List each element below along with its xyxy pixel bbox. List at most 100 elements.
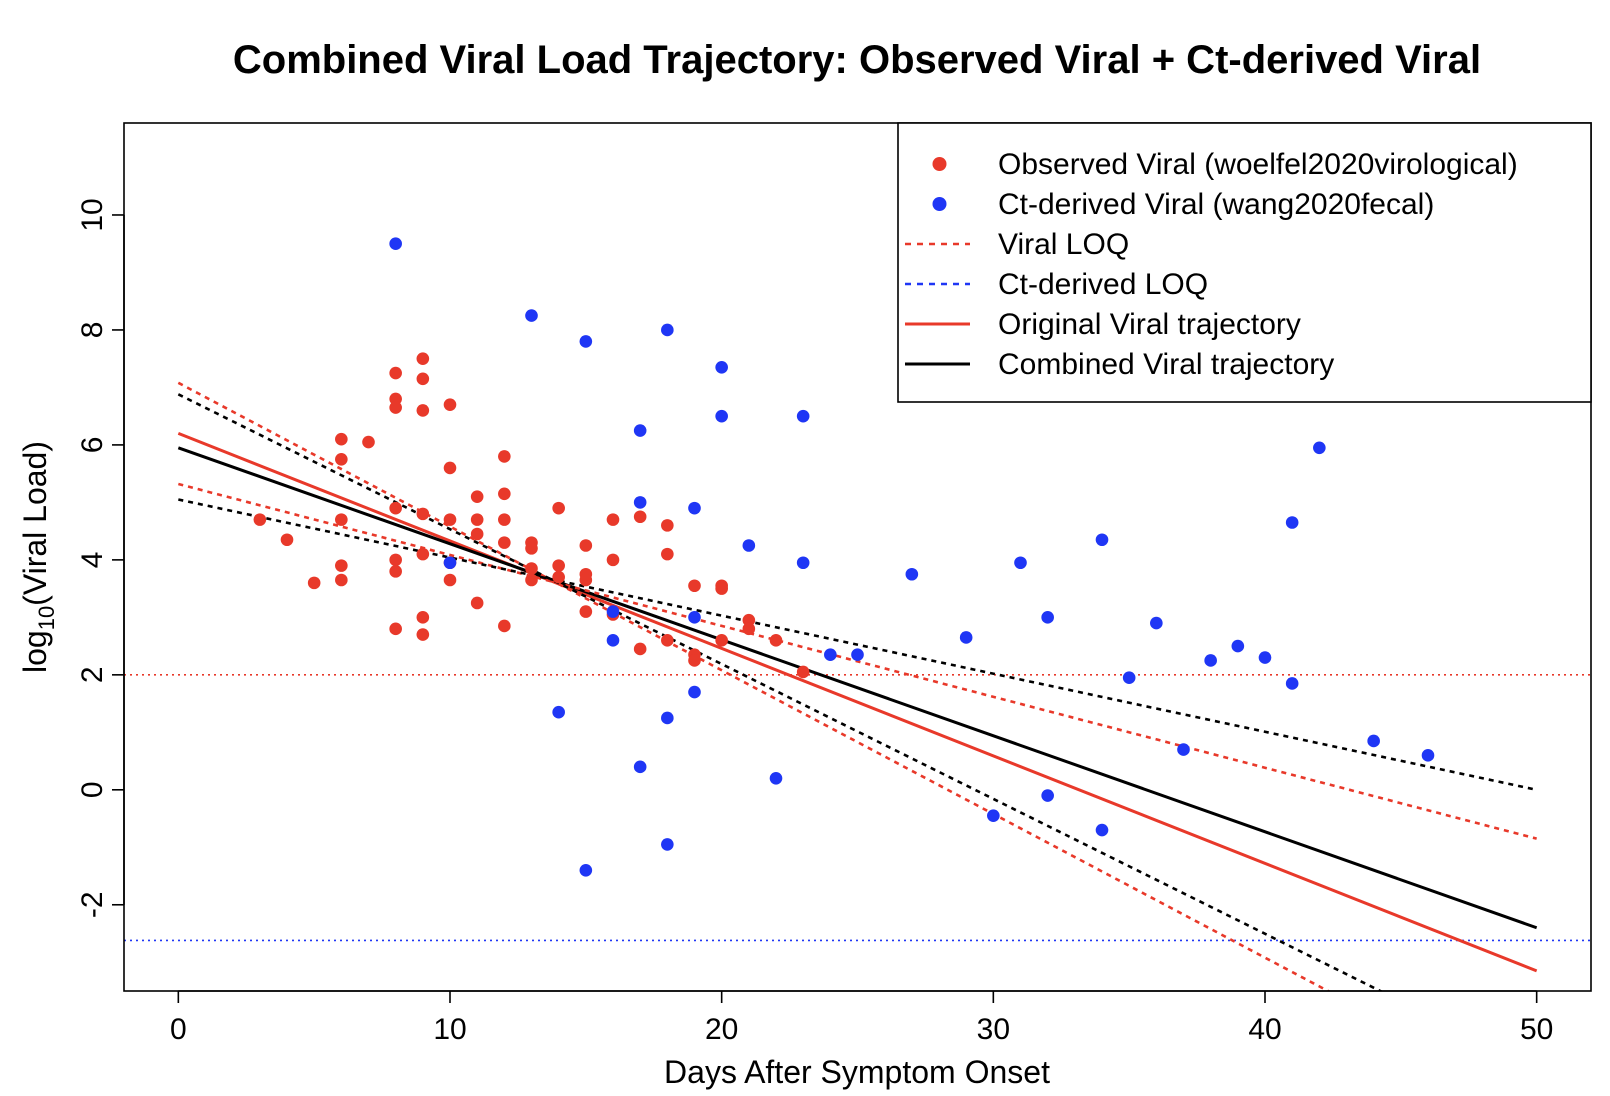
- observed-viral-point: [633, 642, 647, 656]
- observed-viral-point: [552, 570, 565, 584]
- observed-viral-point: [443, 573, 457, 587]
- legend-marker: [932, 157, 947, 171]
- confidence-band-line-2: [177, 381, 1331, 991]
- original-viral-trajectory-line: [177, 432, 1538, 973]
- ct-derived-viral-point: [905, 567, 919, 581]
- legend-item-observed-viral-woelfel2020virological: Observed Viral (woelfel2020virological): [932, 148, 1518, 181]
- observed-viral-point: [579, 573, 593, 587]
- observed-viral-point: [742, 622, 756, 636]
- observed-viral-point: [443, 461, 457, 475]
- legend-item-ct-derived-loq: Ct-derived LOQ: [905, 268, 1208, 301]
- ct-derived-viral-point: [688, 685, 701, 699]
- observed-viral-point: [498, 619, 511, 633]
- ct-derived-viral-point: [525, 309, 538, 322]
- ct-derived-viral-point: [1177, 743, 1190, 756]
- y-axis: -2 0 2 4 6 8 10: [76, 198, 125, 918]
- observed-viral-point: [280, 533, 294, 547]
- ct-derived-viral-point: [1041, 789, 1054, 802]
- ct-derived-viral-point: [443, 556, 457, 570]
- y-axis-label: log10(Viral Load): [17, 441, 59, 673]
- ct-derived-viral-point: [1204, 654, 1217, 667]
- observed-viral-point: [661, 547, 674, 561]
- ct-derived-viral-point: [1313, 441, 1326, 455]
- x-tick-label: 10: [433, 1013, 466, 1046]
- observed-viral-point: [525, 562, 538, 575]
- ct-derived-viral-point: [661, 711, 674, 725]
- points-layer: [253, 237, 1435, 877]
- ct-derived-viral-point: [1285, 516, 1299, 529]
- ct-derived-viral-point: [579, 335, 593, 348]
- observed-viral-point: [661, 519, 674, 532]
- ct-derived-viral-point: [688, 611, 701, 624]
- ct-derived-viral-point: [1122, 671, 1136, 685]
- observed-viral-point: [498, 513, 511, 526]
- ct-derived-viral-point: [633, 760, 647, 774]
- observed-viral-point: [769, 634, 783, 647]
- observed-viral-point: [579, 539, 593, 552]
- x-tick-label: 30: [977, 1013, 1010, 1046]
- y-tick-label: 6: [76, 437, 109, 454]
- confidence-band-line-4: [177, 393, 1384, 991]
- x-tick-label: 50: [1520, 1013, 1553, 1046]
- plot-area: [124, 381, 1591, 991]
- observed-viral-point: [498, 450, 511, 463]
- observed-viral-point: [389, 622, 402, 636]
- observed-viral-point: [606, 513, 620, 526]
- observed-viral-point: [742, 613, 756, 627]
- observed-viral-point: [715, 582, 728, 595]
- ct-derived-viral-point: [1095, 823, 1109, 837]
- legend-label: Observed Viral (woelfel2020virological): [998, 148, 1518, 181]
- observed-viral-point: [579, 605, 593, 618]
- ct-derived-viral-point: [606, 605, 620, 618]
- ct-derived-viral-point: [1150, 616, 1163, 630]
- observed-viral-point: [606, 553, 620, 567]
- y-tick-label: 0: [76, 781, 109, 798]
- legend-item-combined-viral-trajectory: Combined Viral trajectory: [905, 348, 1334, 381]
- legend-label: Original Viral trajectory: [998, 308, 1301, 341]
- observed-viral-point: [335, 432, 348, 446]
- ct-derived-viral-point: [579, 863, 593, 877]
- observed-viral-point: [416, 352, 430, 365]
- observed-viral-point: [362, 435, 375, 449]
- legend-label: Viral LOQ: [998, 228, 1129, 261]
- ct-derived-viral-point: [1285, 677, 1299, 690]
- confidence-band-line-1: [178, 482, 1537, 840]
- ct-derived-viral-point: [824, 648, 837, 662]
- observed-viral-point: [633, 510, 647, 524]
- observed-viral-point: [525, 542, 538, 555]
- observed-viral-point: [470, 596, 484, 610]
- ct-derived-viral-point: [959, 631, 973, 644]
- observed-viral-point: [253, 513, 267, 526]
- observed-viral-point: [416, 372, 430, 386]
- ct-derived-viral-point: [796, 409, 810, 423]
- ct-derived-viral-point: [633, 496, 647, 509]
- observed-viral-point: [715, 634, 728, 647]
- ct-derived-viral-point: [1421, 749, 1435, 762]
- legend-item-ct-derived-viral-wang2020fecal: Ct-derived Viral (wang2020fecal): [932, 188, 1434, 221]
- x-axis: 0 10 20 30 40 50: [170, 990, 1553, 1046]
- ct-derived-viral-point: [661, 323, 674, 337]
- observed-viral-point: [335, 452, 348, 466]
- observed-viral-point: [335, 559, 348, 572]
- ct-derived-viral-point: [1367, 734, 1380, 748]
- observed-viral-point: [525, 573, 538, 587]
- legend-item-original-viral-trajectory: Original Viral trajectory: [905, 308, 1301, 341]
- confidence-band-line-3: [178, 498, 1537, 792]
- legend-item-viral-loq: Viral LOQ: [905, 228, 1129, 261]
- observed-viral-point: [335, 573, 348, 587]
- observed-viral-point: [688, 654, 701, 667]
- observed-viral-point: [389, 565, 402, 578]
- y-tick-label: 4: [76, 552, 109, 569]
- observed-viral-point: [796, 665, 810, 679]
- ct-derived-viral-point: [661, 838, 674, 851]
- ct-derived-viral-point: [1095, 533, 1109, 547]
- observed-viral-point: [661, 634, 674, 647]
- observed-viral-point: [389, 401, 402, 414]
- observed-viral-point: [389, 392, 402, 406]
- ct-derived-viral-point: [987, 809, 1000, 822]
- observed-viral-point: [416, 628, 430, 641]
- observed-viral-point: [389, 501, 402, 515]
- ct-derived-viral-point: [1231, 639, 1245, 653]
- observed-viral-point: [443, 398, 457, 411]
